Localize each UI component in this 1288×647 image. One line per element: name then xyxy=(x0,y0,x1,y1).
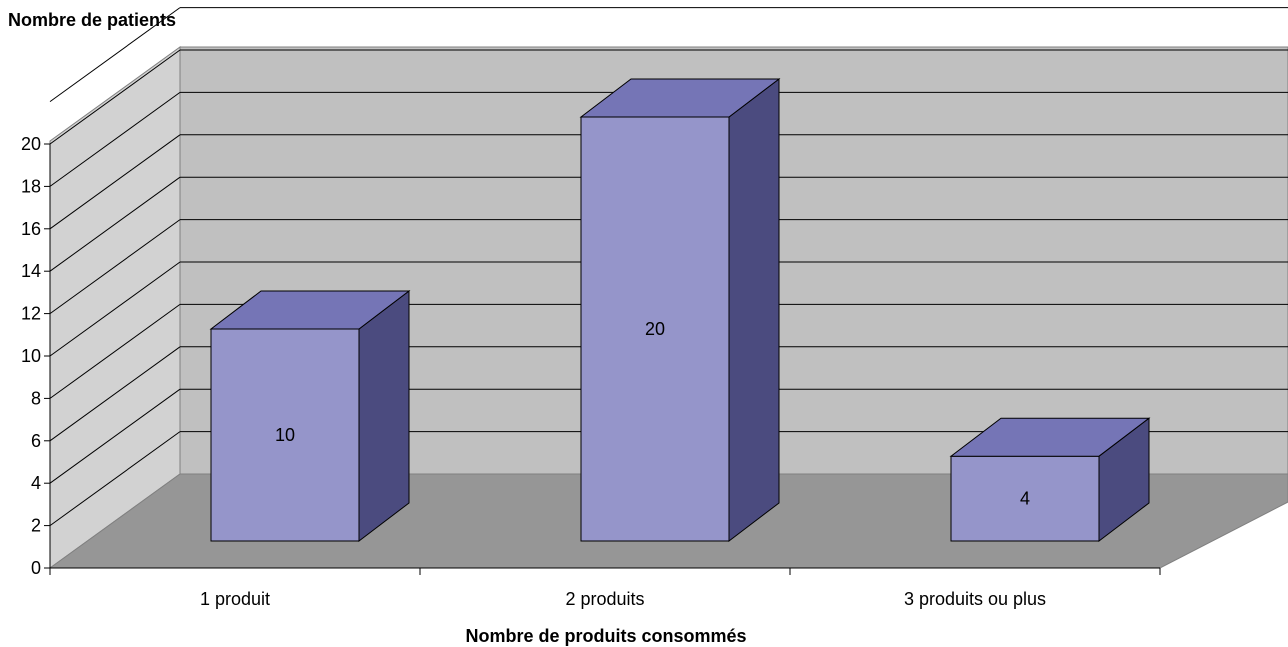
gridline-side xyxy=(49,261,181,357)
bar-top xyxy=(949,417,1151,457)
y-tick-label: 20 xyxy=(21,134,41,154)
y-axis-ticks: 0 2 4 6 8 10 12 14 16 18 20 xyxy=(21,134,50,578)
y-tick-label: 8 xyxy=(31,388,41,408)
data-label: 10 xyxy=(275,425,295,445)
gridline-side xyxy=(49,134,181,230)
gridline-side xyxy=(49,49,181,145)
gridline-side xyxy=(49,303,181,399)
x-tick-label: 1 produit xyxy=(200,589,270,609)
bar-side xyxy=(358,289,410,543)
bar-side xyxy=(728,77,780,543)
gridline-side xyxy=(49,388,181,484)
bar-top xyxy=(209,290,411,330)
y-tick-label: 18 xyxy=(21,176,41,196)
bars: 10 20 4 xyxy=(209,77,1151,543)
bar-2: 20 xyxy=(579,77,781,543)
x-tick-label: 2 produits xyxy=(565,589,644,609)
bar-3: 4 xyxy=(949,417,1151,543)
y-axis-title: Nombre de patients xyxy=(8,10,176,30)
data-label: 20 xyxy=(645,319,665,339)
bar-top xyxy=(579,78,781,118)
x-axis-title: Nombre de produits consommés xyxy=(465,626,746,646)
gridline-side xyxy=(49,431,181,527)
gridline-side xyxy=(49,7,181,103)
y-tick-label: 2 xyxy=(31,516,41,536)
y-tick-label: 12 xyxy=(21,304,41,324)
bar-1: 10 xyxy=(209,289,411,543)
x-tick-label: 3 produits ou plus xyxy=(904,589,1046,609)
gridline-side xyxy=(49,176,181,272)
gridline-side xyxy=(49,346,181,442)
y-tick-label: 14 xyxy=(21,261,41,281)
y-tick-label: 6 xyxy=(31,431,41,451)
gridline-side xyxy=(49,91,181,187)
y-tick-label: 0 xyxy=(31,558,41,578)
y-tick-label: 10 xyxy=(21,346,41,366)
x-axis-ticks: 1 produit 2 produits 3 produits ou plus xyxy=(49,568,1161,609)
data-label: 4 xyxy=(1020,489,1030,509)
y-tick-label: 4 xyxy=(31,473,41,493)
y-tick-label: 16 xyxy=(21,219,41,239)
gridline-side xyxy=(49,219,181,315)
